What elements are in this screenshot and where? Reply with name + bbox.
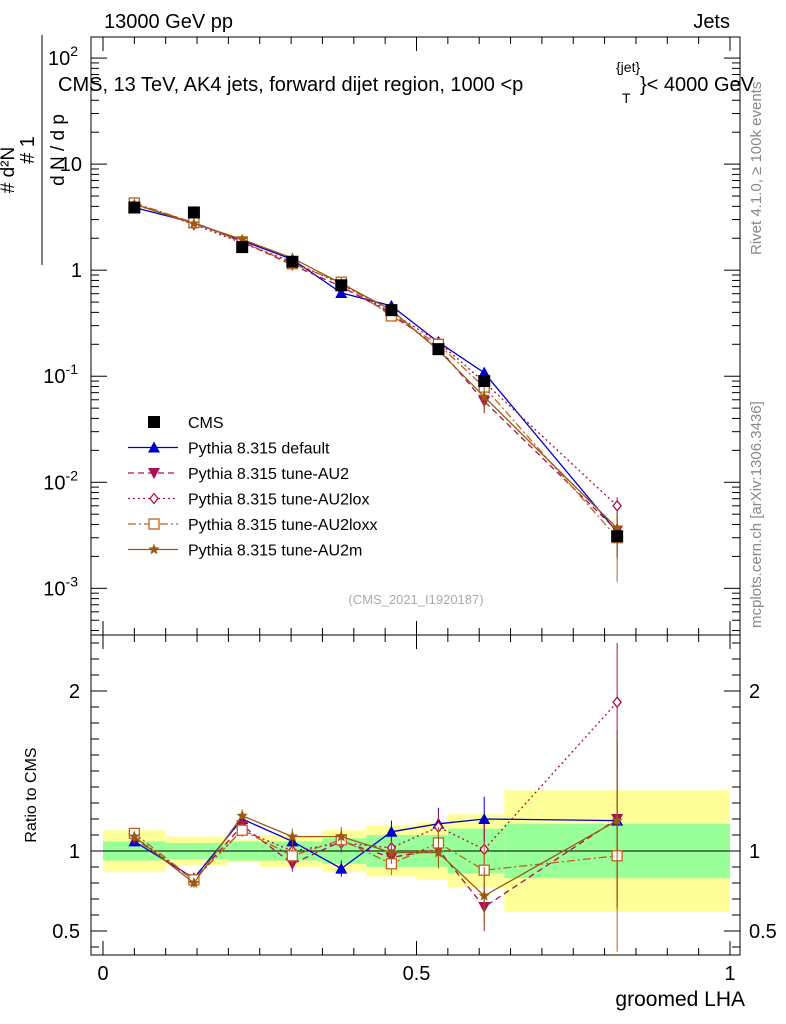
chart-title-sup: {jet} xyxy=(616,59,640,75)
ratio-y-axis-label: Ratio to CMS xyxy=(23,747,40,842)
y-tick-label: 10-3 xyxy=(43,573,78,600)
ratio-point xyxy=(188,877,200,888)
legend-label-data: CMS xyxy=(188,415,224,432)
y-tick-label: 10 xyxy=(60,154,82,176)
legend-label: Pythia 8.315 tune-AU2lox xyxy=(188,492,369,509)
ratio-point xyxy=(286,850,299,862)
ratio-point xyxy=(236,824,248,836)
ratio-point xyxy=(286,858,299,870)
legend-label: Pythia 8.315 tune-AU2loxx xyxy=(188,517,377,534)
ratio-point xyxy=(478,889,490,901)
mcplots-label: mcplots.cern.ch [arXiv:1306.3436] xyxy=(748,401,765,628)
series-line xyxy=(134,206,618,533)
series-point xyxy=(188,217,200,229)
chart-title: CMS, 13 TeV, AK4 jets, forward dijet reg… xyxy=(58,59,755,106)
legend-marker xyxy=(148,543,160,555)
chart-title-sub: T xyxy=(622,90,631,106)
ratio-point xyxy=(432,846,445,858)
ratio-point xyxy=(612,696,622,709)
y-tick-label: 10-2 xyxy=(43,467,78,494)
ratio-y-tick-label-right: 1 xyxy=(749,841,760,863)
data-point xyxy=(187,206,200,219)
svg-text:# d²N: # d²N xyxy=(0,147,19,193)
series-point xyxy=(611,522,623,533)
series-point xyxy=(478,390,490,402)
ratio-point xyxy=(286,830,299,842)
watermark: (CMS_2021_I1920187) xyxy=(348,592,483,607)
header-right: Jets xyxy=(693,11,730,33)
data-point xyxy=(611,530,624,543)
x-tick-label: 0 xyxy=(97,963,108,985)
y-tick-label: 102 xyxy=(48,43,78,70)
ratio-point xyxy=(128,830,141,842)
legend-marker xyxy=(148,468,160,479)
series-point xyxy=(236,233,248,245)
svg-text:d N / d p: d N / d p xyxy=(48,114,69,186)
series-point xyxy=(478,366,491,378)
legend-marker-data xyxy=(148,416,160,428)
ratio-point xyxy=(611,814,623,826)
legend-marker xyxy=(149,492,159,505)
series-point xyxy=(612,499,622,512)
ratio-panel: 0 0.5 1 0.5 0.5 1 1 2 2 xyxy=(52,634,777,985)
legend-marker xyxy=(148,518,160,530)
series-line xyxy=(134,202,618,539)
ratio-y-tick-label: 2 xyxy=(69,681,80,703)
legend-marker xyxy=(148,441,160,453)
data-point xyxy=(128,201,141,214)
svg-text:# 1: # 1 xyxy=(17,136,39,164)
ratio-frame xyxy=(90,634,741,956)
main-y-axis-label: # 1 d N / d p # d²N xyxy=(0,35,69,265)
data-point xyxy=(432,343,445,356)
data-point xyxy=(286,255,299,268)
ratio-point xyxy=(335,830,347,842)
series-line xyxy=(134,203,618,507)
x-axis-label: groomed LHA xyxy=(615,988,745,1011)
y-tick-label: 1 xyxy=(71,260,82,282)
x-tick-label: 1 xyxy=(724,963,735,985)
chart-title-end: }< 4000 GeV xyxy=(640,74,755,96)
ratio-y-tick-label: 1 xyxy=(69,841,80,863)
legend-label: Pythia 8.315 tune-AU2m xyxy=(188,543,362,560)
ratio-y-tick-label-right: 2 xyxy=(749,681,760,703)
legend-label: Pythia 8.315 tune-AU2 xyxy=(188,466,349,483)
data-point xyxy=(335,279,348,292)
ratio-point xyxy=(385,825,398,837)
data-point xyxy=(385,304,398,317)
legend: CMS Pythia 8.315 default Pythia 8.315 tune… xyxy=(128,415,377,560)
data-point xyxy=(236,241,249,254)
ratio-point xyxy=(335,862,348,874)
header-left: 13000 GeV pp xyxy=(104,11,233,33)
ratio-y-tick-label-right: 0.5 xyxy=(749,921,777,943)
ratio-point xyxy=(385,846,398,858)
rivet-label: Rivet 4.1.0, ≥ 100k events xyxy=(748,82,765,255)
y-tick-label: 10-1 xyxy=(43,361,78,388)
main-panel: 10-3 10-2 10-1 1 10 102 xyxy=(43,36,741,955)
x-tick-label: 0.5 xyxy=(403,963,431,985)
legend-label: Pythia 8.315 default xyxy=(188,441,330,458)
ratio-y-tick-label: 0.5 xyxy=(52,921,80,943)
data-point xyxy=(478,375,491,388)
ratio-point xyxy=(236,809,248,821)
chart-title-text: CMS, 13 TeV, AK4 jets, forward dijet reg… xyxy=(58,74,523,96)
ratio-point xyxy=(478,813,491,824)
